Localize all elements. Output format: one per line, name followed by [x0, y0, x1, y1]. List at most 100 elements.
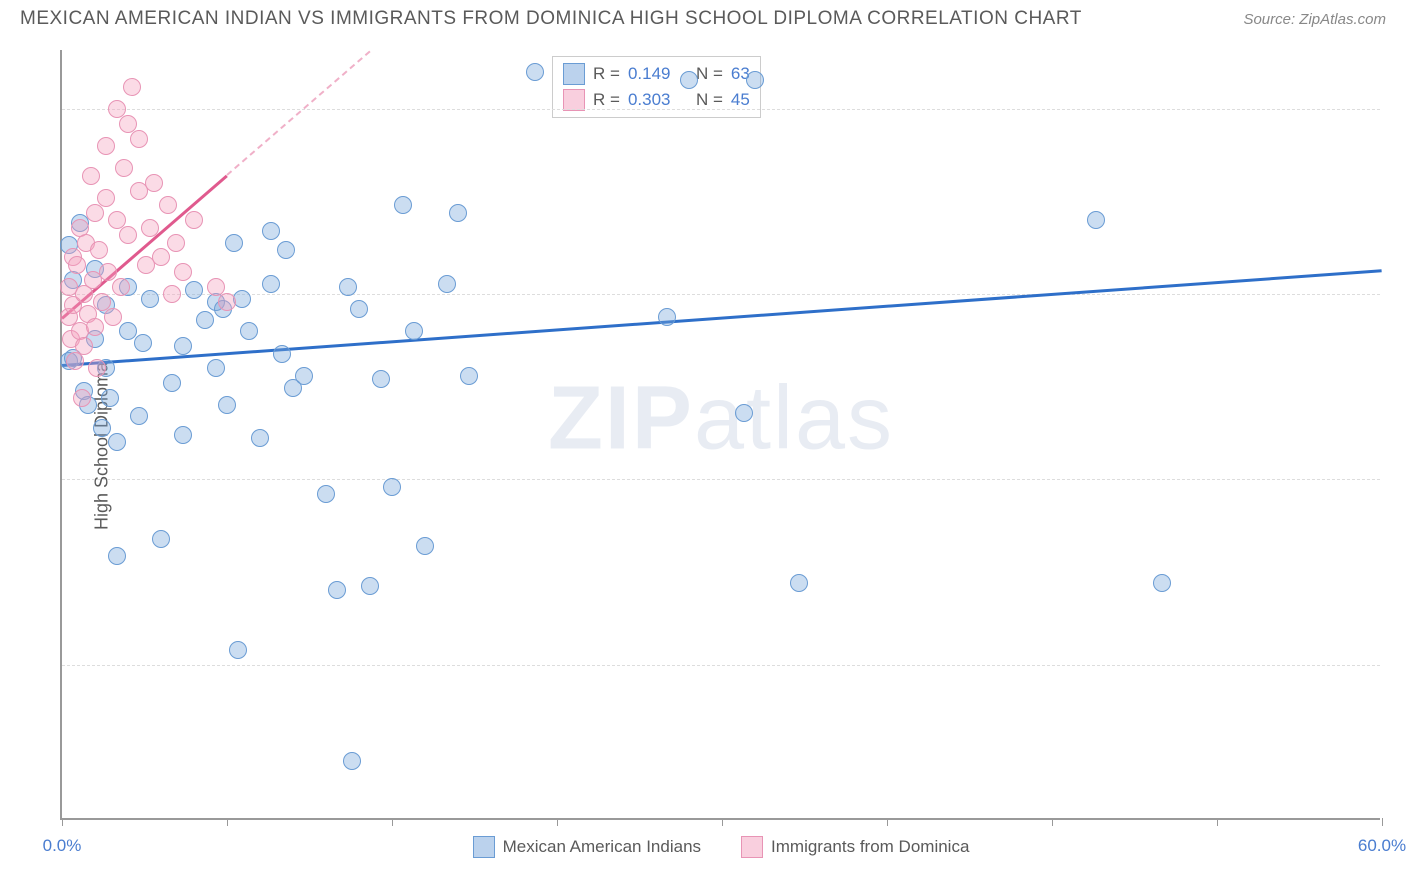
data-point [99, 263, 117, 281]
x-tick [392, 818, 393, 826]
data-point [174, 426, 192, 444]
data-point [130, 407, 148, 425]
data-point [163, 374, 181, 392]
swatch-pink-icon [741, 836, 763, 858]
y-tick-label: 87.5% [1390, 284, 1406, 304]
legend-item-0: Mexican American Indians [473, 836, 701, 858]
data-point [152, 248, 170, 266]
data-point [97, 137, 115, 155]
data-point [185, 211, 203, 229]
chart-header: MEXICAN AMERICAN INDIAN VS IMMIGRANTS FR… [0, 0, 1406, 34]
chart-source: Source: ZipAtlas.com [1243, 11, 1386, 28]
data-point [104, 308, 122, 326]
data-point [416, 537, 434, 555]
legend-label: Mexican American Indians [503, 837, 701, 857]
data-point [86, 204, 104, 222]
data-point [185, 281, 203, 299]
x-tick [1217, 818, 1218, 826]
data-point [86, 318, 104, 336]
data-point [167, 234, 185, 252]
data-point [383, 478, 401, 496]
data-point [460, 367, 478, 385]
gridline [62, 665, 1380, 666]
scatter-chart: ZIPatlas R = 0.149 N = 63 R = 0.303 N = … [60, 50, 1380, 820]
y-tick-label: 100.0% [1390, 99, 1406, 119]
data-point [372, 370, 390, 388]
data-point [119, 226, 137, 244]
data-point [119, 322, 137, 340]
data-point [328, 581, 346, 599]
chart-title: MEXICAN AMERICAN INDIAN VS IMMIGRANTS FR… [20, 8, 1082, 30]
data-point [112, 278, 130, 296]
data-point [735, 404, 753, 422]
data-point [141, 219, 159, 237]
data-point [277, 241, 295, 259]
data-point [130, 130, 148, 148]
data-point [163, 285, 181, 303]
trendline [226, 50, 370, 175]
data-point [449, 204, 467, 222]
x-tick [1382, 818, 1383, 826]
data-point [145, 174, 163, 192]
data-point [174, 263, 192, 281]
x-tick [722, 818, 723, 826]
data-point [658, 308, 676, 326]
data-point [93, 419, 111, 437]
data-point [218, 293, 236, 311]
data-point [97, 189, 115, 207]
y-tick-label: 62.5% [1390, 655, 1406, 675]
swatch-pink-icon [563, 89, 585, 111]
watermark: ZIPatlas [548, 367, 894, 470]
data-point [746, 71, 764, 89]
data-point [233, 290, 251, 308]
data-point [317, 485, 335, 503]
data-point [196, 311, 214, 329]
data-point [394, 196, 412, 214]
data-point [240, 322, 258, 340]
x-tick-label: 0.0% [43, 836, 82, 856]
x-tick-label: 60.0% [1358, 836, 1406, 856]
data-point [159, 196, 177, 214]
x-tick [62, 818, 63, 826]
data-point [526, 63, 544, 81]
data-point [152, 530, 170, 548]
data-point [229, 641, 247, 659]
bottom-legend: Mexican American Indians Immigrants from… [62, 836, 1380, 858]
stats-row-series-0: R = 0.149 N = 63 [563, 61, 750, 87]
data-point [108, 433, 126, 451]
data-point [361, 577, 379, 595]
gridline [62, 294, 1380, 295]
y-tick-label: 75.0% [1390, 469, 1406, 489]
swatch-blue-icon [563, 63, 585, 85]
data-point [115, 159, 133, 177]
data-point [101, 389, 119, 407]
data-point [207, 359, 225, 377]
data-point [273, 345, 291, 363]
data-point [174, 337, 192, 355]
data-point [75, 337, 93, 355]
gridline [62, 109, 1380, 110]
swatch-blue-icon [473, 836, 495, 858]
data-point [680, 71, 698, 89]
data-point [123, 78, 141, 96]
data-point [225, 234, 243, 252]
data-point [218, 396, 236, 414]
data-point [73, 389, 91, 407]
data-point [141, 290, 159, 308]
data-point [343, 752, 361, 770]
data-point [108, 547, 126, 565]
data-point [405, 322, 423, 340]
data-point [262, 275, 280, 293]
data-point [134, 334, 152, 352]
data-point [1087, 211, 1105, 229]
data-point [790, 574, 808, 592]
trendline [62, 269, 1382, 367]
data-point [251, 429, 269, 447]
data-point [262, 222, 280, 240]
x-tick [1052, 818, 1053, 826]
data-point [339, 278, 357, 296]
legend-item-1: Immigrants from Dominica [741, 836, 969, 858]
legend-label: Immigrants from Dominica [771, 837, 969, 857]
data-point [90, 241, 108, 259]
gridline [62, 479, 1380, 480]
